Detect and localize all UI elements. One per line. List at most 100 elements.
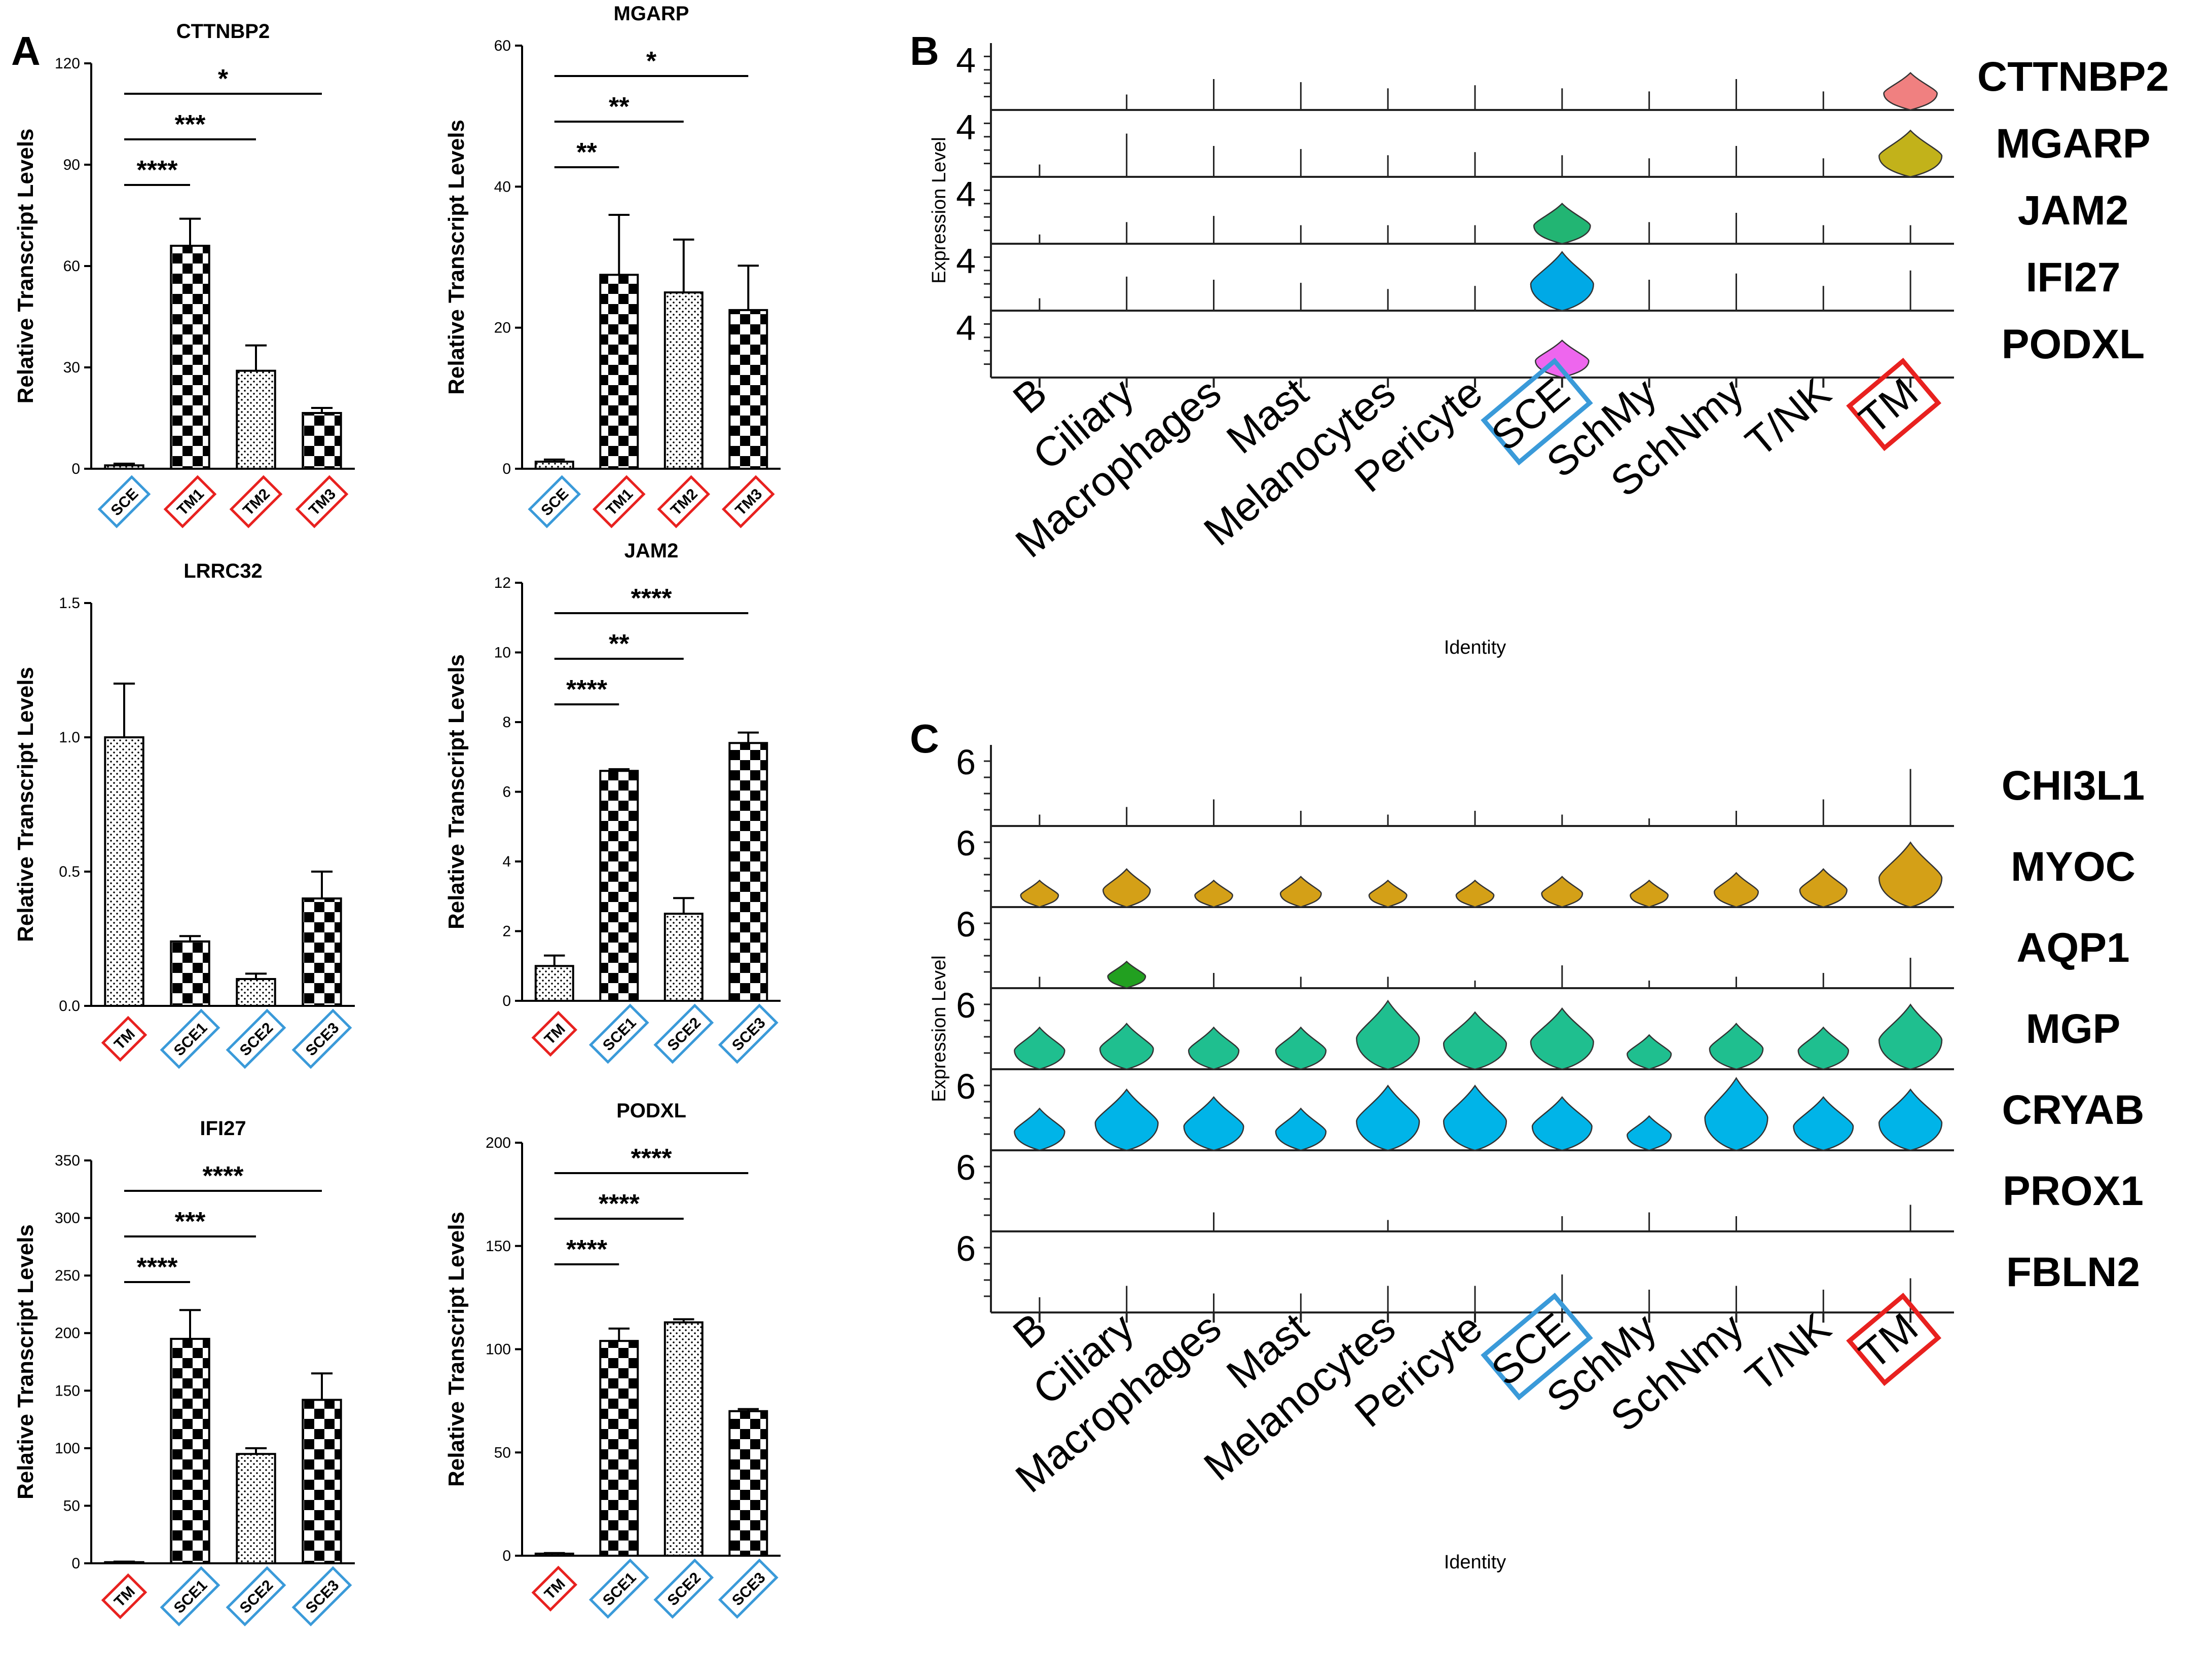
y-tick-label: 0 <box>502 461 511 477</box>
violin <box>1194 879 1233 908</box>
category-label-box: TM1 <box>592 475 646 529</box>
category-box <box>291 1008 352 1069</box>
category-label-box: TM3 <box>721 475 775 529</box>
category-label-box: TM <box>101 1573 148 1620</box>
bar <box>663 291 704 470</box>
violin <box>1627 1115 1672 1151</box>
category-box <box>229 475 283 529</box>
violin <box>1368 879 1408 908</box>
category-label-box: SCE2 <box>226 1008 286 1069</box>
significance-stars: *** <box>175 1207 206 1236</box>
violin-row-mgarp: 4 MGARP <box>956 107 2151 178</box>
row-tick-label: 4 <box>956 107 976 147</box>
y-tick-label: 200 <box>486 1135 511 1151</box>
category-label-box: SCE3 <box>291 1566 352 1627</box>
category-label-box: SCE3 <box>291 1008 352 1069</box>
y-tick-label: 0.0 <box>59 998 80 1015</box>
significance-stars: * <box>218 64 229 94</box>
violin <box>1878 1088 1943 1151</box>
y-tick-label: 4 <box>502 853 511 870</box>
violin-row-mgp: 6 MGP <box>956 986 2120 1070</box>
category-box <box>101 1016 148 1062</box>
significance-stars: ** <box>609 629 630 659</box>
category-box <box>653 1003 714 1064</box>
y-tick-label: 1.0 <box>59 729 80 746</box>
y-tick-label: 30 <box>63 359 80 376</box>
violin-panel-b: Expression Level 4 CTTNBP2 4 MGARP 4 JAM2 4 IFI2… <box>929 41 2169 658</box>
bar-chart-jam2: JAM2 Relative Transcript Levels 0 2 4 6 8 10 12 T… <box>444 540 781 1064</box>
y-tick-label: 60 <box>63 258 80 275</box>
gene-label: PODXL <box>2002 321 2145 367</box>
row-tick-label: 6 <box>956 986 976 1025</box>
category-box <box>226 1008 286 1069</box>
y-axis-label: Relative Transcript Levels <box>13 1224 38 1499</box>
violin <box>1443 1011 1507 1070</box>
chart-title: MGARP <box>614 3 689 25</box>
category-label-box: SCE2 <box>653 1558 714 1619</box>
bar <box>302 897 342 1007</box>
category-label-box: SCE1 <box>588 1003 649 1064</box>
category-label-box: SCE3 <box>718 1003 779 1064</box>
significance-stars: **** <box>137 1253 178 1282</box>
category-box <box>653 1558 714 1619</box>
y-axis-label: Relative Transcript Levels <box>444 120 469 395</box>
category-label-box: SCE1 <box>160 1566 220 1627</box>
y-tick-label: 90 <box>63 157 80 173</box>
y-axis-label: Relative Transcript Levels <box>13 129 38 404</box>
violin <box>1541 876 1583 908</box>
x-axis-title: Identity <box>1444 637 1506 658</box>
violin <box>1014 1107 1065 1151</box>
gene-label: CHI3L1 <box>2002 763 2145 809</box>
row-tick-label: 4 <box>956 308 976 348</box>
significance-stars: **** <box>566 1235 608 1264</box>
identity-highlight-box <box>1846 358 1942 452</box>
violin <box>1275 1026 1327 1070</box>
violin-row-ifi27: 4 IFI27 <box>956 241 2120 312</box>
x-axis-title: Identity <box>1444 1552 1506 1573</box>
violin <box>1188 1026 1240 1070</box>
significance-stars: **** <box>137 156 178 185</box>
bar <box>236 1453 276 1565</box>
y-tick-label: 350 <box>55 1152 80 1169</box>
row-tick-label: 6 <box>956 742 976 782</box>
violin <box>1102 868 1151 908</box>
bar-chart-cttnbp2: CTTNBP2 Relative Transcript Levels 0 30 60 90… <box>13 20 355 529</box>
bar-chart-lrrc32: LRRC32 Relative Transcript Levels 0.0 0.5 1.… <box>13 560 355 1069</box>
violin <box>1530 1007 1594 1070</box>
violin-row-fbln2: 6 FBLN2 <box>956 1229 2140 1313</box>
identity-label: TM <box>1851 369 1926 443</box>
violin-row-myoc: 6 MYOC <box>956 823 2135 908</box>
y-tick-label: 20 <box>494 320 511 336</box>
y-axis-title: Expression Level <box>929 955 950 1102</box>
violin <box>1793 1096 1854 1151</box>
category-label-box: SCE2 <box>226 1566 286 1627</box>
bar <box>728 1410 768 1557</box>
violin-row-cryab: 6 CRYAB <box>956 1067 2145 1151</box>
y-tick-label: 6 <box>502 784 511 801</box>
violin <box>1455 879 1495 908</box>
significance-stars: *** <box>175 110 206 139</box>
chart-title: IFI27 <box>200 1117 246 1140</box>
category-box <box>531 1010 578 1057</box>
violin <box>1797 1026 1850 1070</box>
bar <box>599 770 639 1002</box>
y-tick-label: 100 <box>55 1440 80 1457</box>
bar-chart-mgarp: MGARP Relative Transcript Levels 0 20 40 60 SC… <box>444 3 781 529</box>
y-tick-label: 8 <box>502 714 511 731</box>
violin <box>1020 879 1059 908</box>
violin <box>1275 1107 1327 1151</box>
violin-row-cttnbp2: 4 CTTNBP2 <box>956 41 2169 111</box>
bar <box>104 464 144 470</box>
y-tick-label: 100 <box>486 1341 511 1358</box>
y-tick-label: 120 <box>55 55 80 72</box>
category-label-box: TM2 <box>657 475 711 529</box>
y-tick-label: 0 <box>71 1555 80 1572</box>
significance-stars: **** <box>566 675 608 704</box>
row-tick-label: 6 <box>956 1148 976 1187</box>
gene-label: MGARP <box>1996 121 2150 167</box>
y-tick-label: 12 <box>494 575 511 591</box>
y-tick-label: 10 <box>494 645 511 661</box>
y-tick-label: 0 <box>502 993 511 1009</box>
violin <box>1878 129 1943 178</box>
